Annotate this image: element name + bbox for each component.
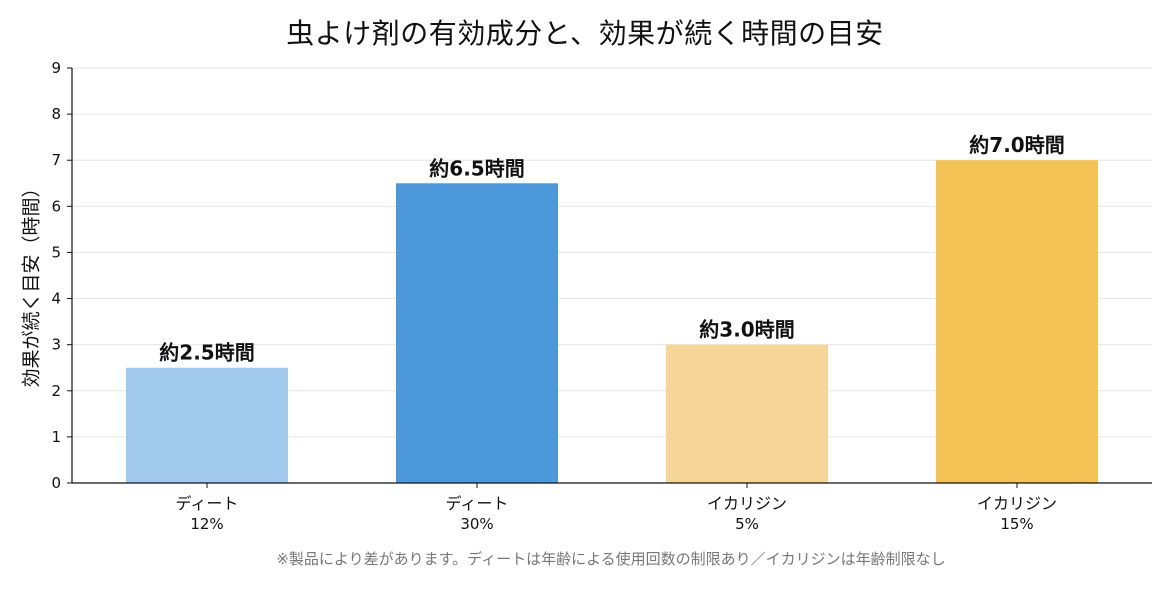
bar: [396, 183, 558, 483]
y-tick-label: 0: [51, 474, 61, 492]
ticks: 0 1 2 3 4 5 6 7 8 9 ディート 12% ディート 30% イカリジン 5% イカリジン 15%: [51, 59, 1057, 533]
data-label: 約2.5時間: [159, 341, 254, 365]
x-tick-sublabel: 5%: [735, 515, 759, 533]
y-tick-label: 6: [51, 197, 61, 215]
data-label: 約3.0時間: [699, 318, 794, 342]
x-tick-sublabel: 15%: [1000, 515, 1033, 533]
y-tick-label: 3: [51, 336, 61, 354]
x-tick-label: ディート: [446, 494, 509, 513]
bar: [126, 367, 288, 483]
x-tick-label: イカリジン: [707, 494, 787, 513]
y-tick-label: 5: [51, 243, 61, 261]
y-tick-label: 9: [51, 59, 61, 77]
data-label: 約6.5時間: [429, 156, 524, 180]
y-tick-label: 8: [51, 105, 61, 123]
bars: [126, 160, 1098, 483]
bar: [936, 160, 1098, 483]
x-tick-label: イカリジン: [977, 494, 1057, 513]
bar: [666, 344, 828, 483]
x-tick-sublabel: 12%: [190, 515, 223, 533]
chart-title: 虫よけ剤の有効成分と、効果が続く時間の目安: [286, 17, 884, 50]
y-tick-label: 2: [51, 382, 61, 400]
y-tick-label: 7: [51, 151, 61, 169]
axes: [71, 68, 1152, 484]
x-tick-label: ディート: [176, 494, 239, 513]
y-tick-label: 4: [51, 290, 61, 308]
data-label: 約7.0時間: [969, 133, 1064, 157]
footnote: ※製品により差があります。ディートは年齢による使用回数の制限あり／イカリジンは年…: [276, 550, 946, 568]
y-tick-label: 1: [51, 428, 61, 446]
x-tick-sublabel: 30%: [460, 515, 493, 533]
